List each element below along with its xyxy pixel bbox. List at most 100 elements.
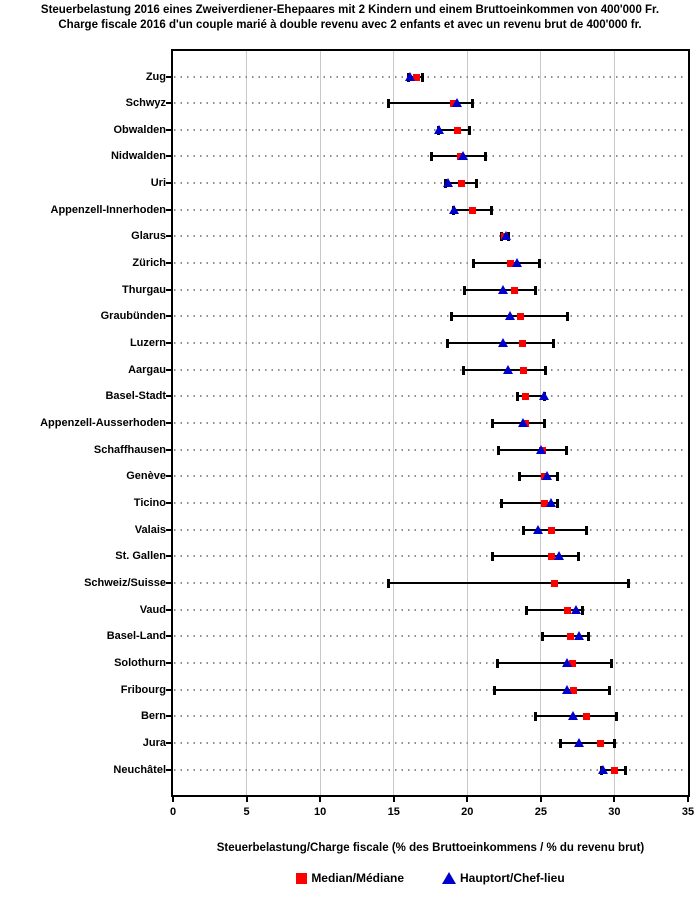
y-axis-label: Genève [126,470,166,483]
y-axis-tick [166,635,171,638]
x-axis-tick [319,797,322,802]
y-axis-label: Schwyz [125,97,166,110]
hauptort-marker [532,524,543,534]
range-max-cap [470,99,474,109]
range-max-cap [551,339,555,349]
y-axis-label: Basel-Stadt [105,390,166,403]
range-min-cap [558,739,562,748]
row-dotted-line [174,555,687,558]
row-dotted-line [174,422,687,425]
hauptort-marker [449,204,460,214]
x-axis-tick [687,797,689,802]
range-line [492,422,544,425]
y-axis-tick [166,715,171,718]
y-axis-tick [166,582,171,585]
y-axis-tick [166,608,171,611]
range-max-cap [623,765,627,775]
hauptort-marker [571,604,582,614]
y-axis-tick [166,182,171,185]
y-axis-tick [166,528,171,531]
y-axis-label: Glarus [131,230,166,243]
x-axis-tick [613,797,616,802]
row-dotted-line [174,448,687,451]
y-axis-label: Ticino [133,497,166,510]
y-axis-tick [166,395,171,398]
range-max-cap [566,312,570,322]
range-min-cap [472,259,476,269]
hauptort-marker [574,631,585,641]
range-max-cap [475,179,479,189]
y-axis-tick [166,662,171,665]
range-min-cap [522,525,526,535]
row-dotted-line [174,262,687,265]
median-marker [564,606,572,614]
legend-hauptort-label: Hauptort/Chef-lieu [460,871,565,885]
y-axis-tick [166,448,171,451]
y-axis-tick [166,555,171,558]
hauptort-marker [504,311,515,321]
row-dotted-line [174,342,687,345]
row-dotted-line [174,182,687,185]
hauptort-marker [597,764,608,774]
x-axis-title-wrap: Steuerbelastung/Charge fiscale (% des Br… [171,842,690,854]
row-dotted-line [174,128,687,131]
range-max-cap [533,285,537,295]
hauptort-marker [434,124,445,134]
median-marker [611,766,619,774]
range-line [473,262,540,265]
range-line [501,502,558,505]
hauptort-marker [451,98,462,108]
y-axis-label: Appenzell-Innerhoden [50,203,167,216]
x-axis-tick [539,797,542,802]
median-marker [570,686,578,694]
median-marker [506,260,514,268]
median-marker [468,206,476,214]
hauptort-marker [553,551,564,561]
range-min-cap [445,339,449,349]
hauptort-marker [457,151,468,161]
range-max-cap [607,685,611,695]
median-marker [511,286,519,294]
range-max-cap [610,659,614,669]
hauptort-marker [497,284,508,294]
hauptort-marker [443,178,454,188]
range-line [493,688,609,691]
range-min-cap [492,685,496,695]
range-max-cap [564,445,568,455]
median-marker [518,340,526,348]
y-axis-label: Thurgau [122,283,166,296]
range-min-cap [500,499,504,509]
hauptort-marker [546,498,557,508]
y-axis-tick [166,688,171,691]
x-axis-title: Steuerbelastung/Charge fiscale (% des Br… [216,842,645,854]
y-axis-tick [166,75,171,78]
x-tick-label: 35 [681,806,695,818]
y-axis-tick [166,102,171,105]
y-axis-tick [166,235,171,238]
y-axis-label: Valais [134,523,166,536]
row-dotted-line [174,662,687,665]
x-tick-label: 30 [608,806,621,818]
median-marker [596,740,604,747]
y-axis-tick [166,262,171,265]
y-axis-label: Graubünden [100,310,166,323]
row-dotted-line [174,235,687,238]
row-dotted-line [174,768,687,771]
y-axis-label: Zug [145,70,166,83]
y-axis-label: Schweiz/Suisse [84,577,166,590]
y-axis-label: Uri [150,177,166,190]
hauptort-marker [503,364,514,374]
range-min-cap [525,605,529,615]
median-marker [548,526,556,534]
range-line [559,742,615,744]
hauptort-marker [568,711,579,721]
chart-title: Steuerbelastung 2016 eines Zweiverdiener… [0,3,700,33]
chart-title-line1: Steuerbelastung 2016 eines Zweiverdiener… [40,4,660,16]
range-min-cap [463,285,467,295]
x-tick-label: 25 [534,806,547,818]
hauptort-marker [574,738,585,747]
y-axis-tick [166,342,171,345]
range-max-cap [489,205,493,215]
y-axis-tick [166,502,171,505]
hauptort-marker [497,338,508,348]
